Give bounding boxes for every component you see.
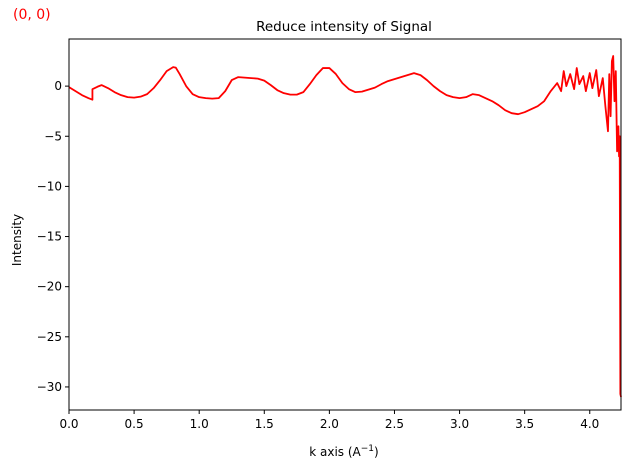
x-tick-label: 2.5 bbox=[385, 417, 404, 431]
y-tick-label: −25 bbox=[37, 330, 62, 344]
x-axis-label-superscript: −1 bbox=[361, 444, 374, 454]
x-tick-label: 1.5 bbox=[255, 417, 274, 431]
y-tick-label: −10 bbox=[37, 179, 62, 193]
x-axis-label: k axis (A−1) bbox=[309, 444, 378, 459]
y-tick-label: −20 bbox=[37, 280, 62, 294]
x-tick-label: 2.0 bbox=[320, 417, 339, 431]
y-axis-label: Intensity bbox=[10, 214, 24, 266]
x-tick-label: 3.5 bbox=[515, 417, 534, 431]
x-axis-label-main: k axis (A bbox=[309, 445, 361, 459]
x-tick-label: 3.0 bbox=[450, 417, 469, 431]
x-axis-label-close: ) bbox=[374, 445, 379, 459]
x-axis-ticks: 0.0 0.5 1.0 1.5 2.0 2.5 3.0 3.5 4.0 bbox=[59, 410, 599, 431]
x-tick-label: 1.0 bbox=[190, 417, 209, 431]
y-tick-label: −30 bbox=[37, 380, 62, 394]
y-tick-label: −5 bbox=[44, 129, 62, 143]
x-tick-label: 0.0 bbox=[59, 417, 78, 431]
signal-series-line bbox=[68, 55, 622, 398]
y-axis-ticks: 0 −5 −10 −15 −20 −25 −30 bbox=[37, 79, 69, 394]
plot-frame bbox=[68, 38, 622, 411]
y-tick-label: 0 bbox=[54, 79, 62, 93]
corner-coordinate-label: (0, 0) bbox=[13, 7, 51, 23]
x-tick-label: 0.5 bbox=[125, 417, 144, 431]
chart-title: Reduce intensity of Signal bbox=[256, 19, 432, 35]
x-tick-label: 4.0 bbox=[580, 417, 599, 431]
y-tick-label: −15 bbox=[37, 230, 62, 244]
